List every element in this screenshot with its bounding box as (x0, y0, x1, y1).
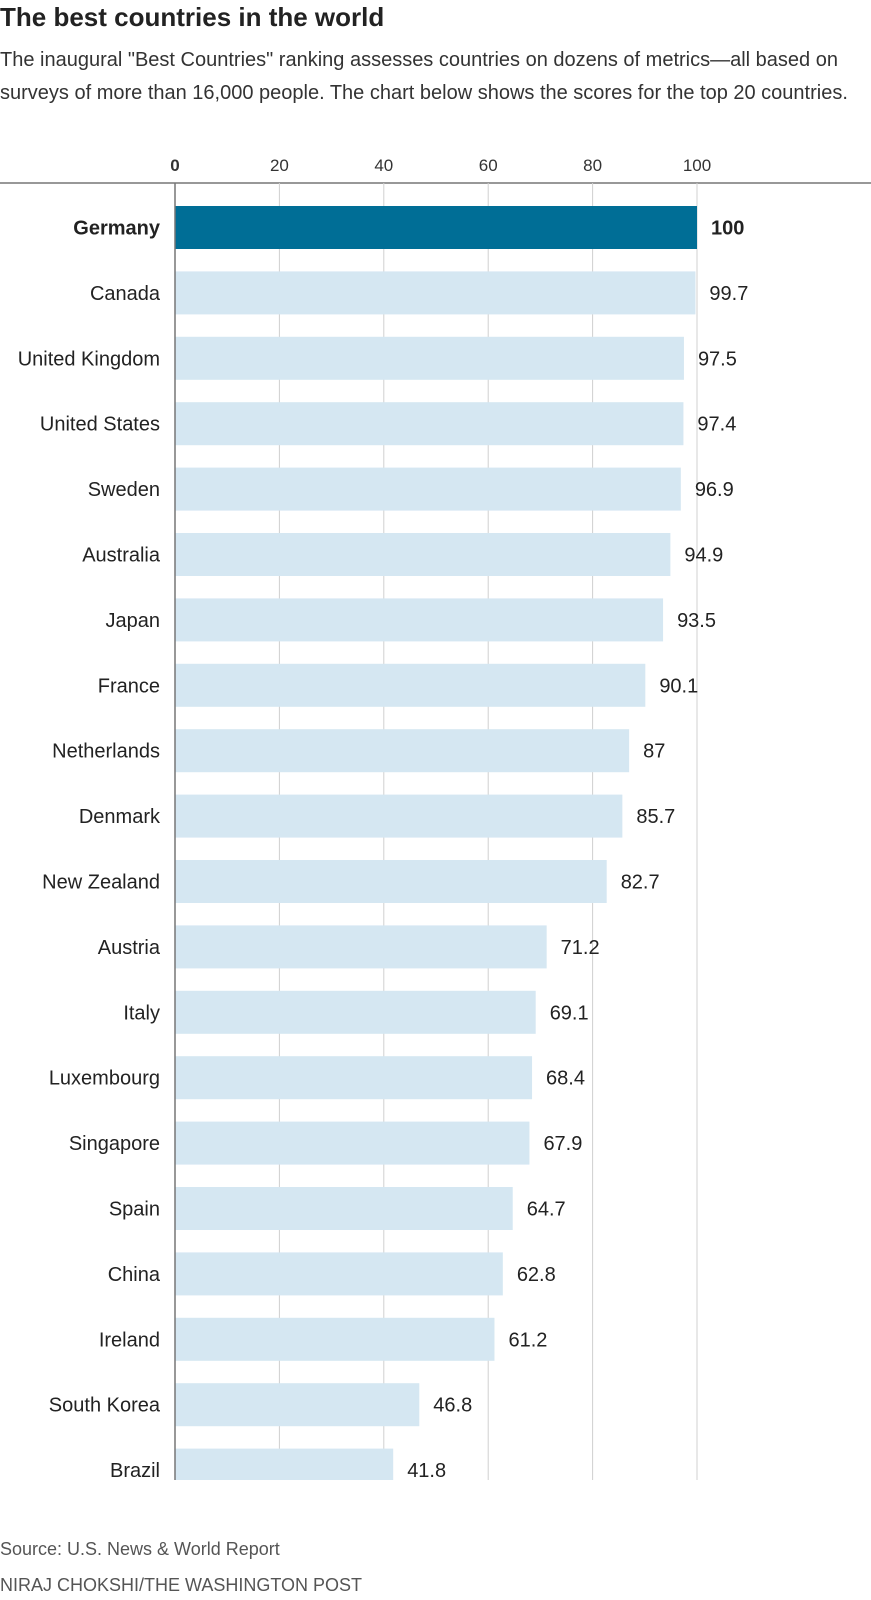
category-label-japan: Japan (106, 610, 161, 632)
category-label-france: France (98, 675, 160, 697)
category-label-austria: Austria (98, 937, 161, 959)
value-label-china: 62.8 (517, 1264, 556, 1286)
bar-netherlands (175, 729, 630, 773)
bar-ireland (175, 1317, 495, 1361)
value-label-austria: 71.2 (561, 937, 600, 959)
bar-chart: 0 20 40 60 80 100 Germany Canada United Kingdom… (0, 156, 871, 1481)
value-label-new-zealand: 82.7 (621, 872, 660, 894)
bar-austria (175, 925, 547, 969)
value-label-italy: 69.1 (550, 1002, 589, 1024)
x-tick-label-100: 100 (683, 156, 711, 175)
category-label-netherlands: Netherlands (52, 741, 160, 763)
category-label-spain: Spain (109, 1199, 160, 1221)
credit-line: NIRAJ CHOKSHI/THE WASHINGTON POST (0, 1575, 363, 1595)
category-labels: Germany Canada United Kingdom United States… (18, 218, 161, 1481)
value-label-canada: 99.7 (709, 283, 748, 305)
bar-denmark (175, 794, 623, 838)
x-tick-label-0: 0 (170, 156, 179, 175)
chart-subtitle: The inaugural "Best Countries" ranking a… (0, 49, 848, 104)
bar-australia (175, 533, 671, 576)
category-label-singapore: Singapore (69, 1133, 160, 1155)
category-label-ireland: Ireland (99, 1329, 160, 1351)
value-label-united-states: 97.4 (697, 414, 736, 436)
x-tick-label-80: 80 (583, 156, 602, 175)
category-label-denmark: Denmark (79, 806, 161, 828)
category-label-canada: Canada (90, 283, 161, 305)
bar-china (175, 1252, 503, 1296)
bar-singapore (175, 1121, 530, 1165)
value-label-japan: 93.5 (677, 610, 716, 632)
bar-luxembourg (175, 1056, 533, 1100)
value-label-brazil: 41.8 (407, 1460, 446, 1480)
category-label-south-korea: South Korea (49, 1395, 161, 1417)
category-label-united-states: United States (40, 414, 160, 436)
value-label-denmark: 85.7 (636, 806, 675, 828)
category-label-brazil: Brazil (110, 1460, 160, 1480)
category-label-australia: Australia (82, 545, 161, 567)
value-label-germany: 100 (711, 218, 744, 240)
value-label-france: 90.1 (659, 675, 698, 697)
x-tick-label-20: 20 (270, 156, 289, 175)
bar-japan (175, 598, 664, 642)
chart-title: The best countries in the world (0, 2, 385, 32)
category-label-china: China (108, 1264, 161, 1286)
source-note: Source: U.S. News & World Report (0, 1539, 280, 1559)
category-label-sweden: Sweden (88, 479, 160, 501)
bar-canada (175, 271, 696, 315)
bar-spain (175, 1187, 513, 1230)
bar-united-kingdom (175, 336, 684, 380)
value-label-singapore: 67.9 (543, 1133, 582, 1155)
bar-united-states (175, 402, 684, 446)
x-tick-label-60: 60 (479, 156, 498, 175)
category-label-luxembourg: Luxembourg (49, 1068, 160, 1090)
value-label-australia: 94.9 (684, 545, 723, 567)
category-label-italy: Italy (123, 1002, 160, 1024)
x-tick-label-40: 40 (374, 156, 393, 175)
bar-new-zealand (175, 860, 607, 903)
bar-brazil (175, 1448, 394, 1480)
value-labels: 100 99.7 97.5 97.4 96.9 94.9 93.5 90.1 87 85.7 82.… (407, 218, 748, 1481)
bar-france (175, 663, 646, 707)
bar-south-korea (175, 1383, 420, 1427)
value-label-luxembourg: 68.4 (546, 1068, 585, 1090)
value-label-sweden: 96.9 (695, 479, 734, 501)
x-axis-ticks: 0 20 40 60 80 100 (170, 156, 711, 175)
category-label-united-kingdom: United Kingdom (18, 348, 160, 370)
bars (175, 206, 697, 1480)
value-label-spain: 64.7 (527, 1199, 566, 1221)
value-label-south-korea: 46.8 (433, 1395, 472, 1417)
value-label-ireland: 61.2 (508, 1329, 547, 1351)
bar-sweden (175, 467, 681, 511)
bar-germany (175, 206, 697, 249)
category-label-germany: Germany (73, 218, 161, 240)
value-label-netherlands: 87 (643, 741, 665, 763)
value-label-united-kingdom: 97.5 (698, 348, 737, 370)
bar-italy (175, 990, 536, 1034)
category-label-new-zealand: New Zealand (42, 872, 160, 894)
